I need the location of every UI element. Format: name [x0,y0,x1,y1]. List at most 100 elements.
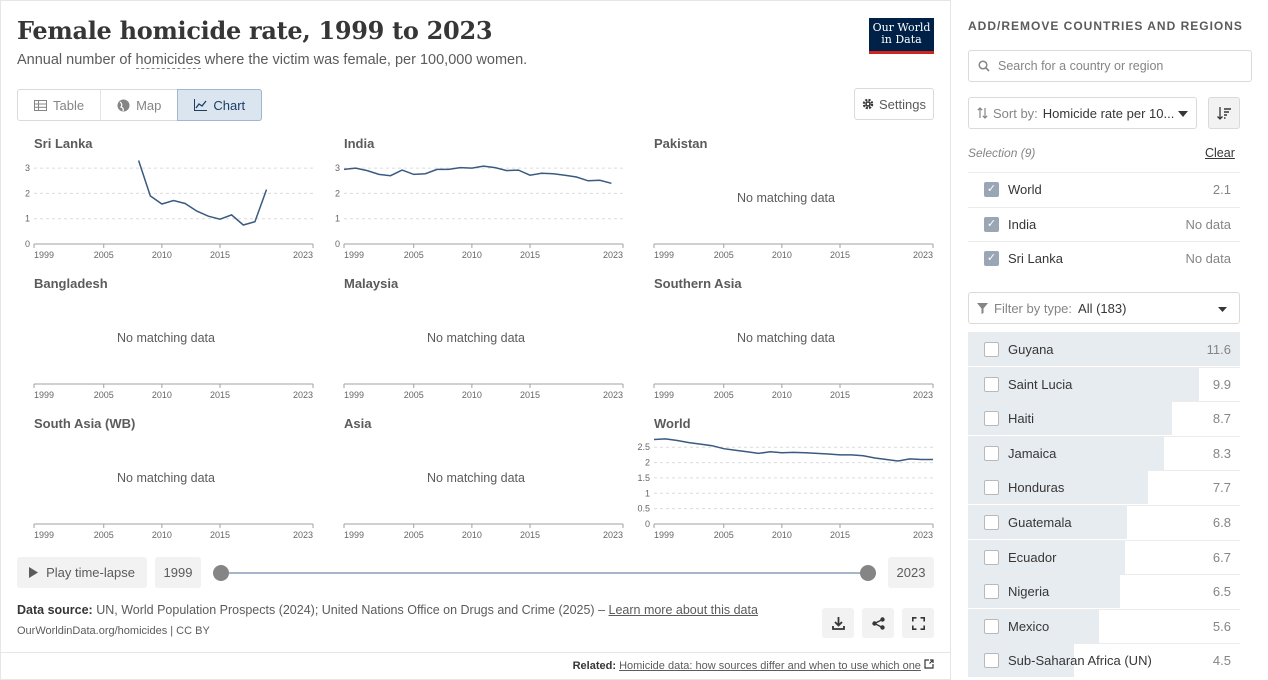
entity-value: 9.9 [1212,376,1231,392]
line-chart-icon [194,99,208,111]
entity-value: 7.7 [1212,480,1231,496]
filter-dropdown[interactable]: Filter by type: All (183) [968,292,1240,324]
y-tick-label: 1 [335,214,340,224]
facet-panel: Malaysia 1999 2005 2010 2015 2023 No matching … [327,276,625,406]
y-tick-label: 2 [645,458,650,468]
globe-icon [117,99,130,111]
x-tick-label: 2005 [94,250,114,260]
x-tick-label: 2005 [714,250,734,260]
entity-row[interactable]: Jamaica 8.3 [968,435,1240,470]
related-link[interactable]: Homicide data: how sources differ and wh… [619,660,921,672]
x-tick-label: 2005 [404,530,424,540]
end-year-handle[interactable] [860,565,876,581]
facet-panel: South Asia (WB) 1999 2005 2010 2015 2023 No ma… [17,416,315,546]
entity-row[interactable]: Nigeria 6.5 [968,574,1240,609]
sort-label: Sort by: [993,105,1038,121]
x-tick-label: 2010 [772,390,792,400]
entity-checkbox[interactable] [984,515,999,530]
x-tick-label: 2005 [94,530,114,540]
entity-checkbox[interactable]: ✓ [984,216,999,232]
x-tick-label: 1999 [344,530,364,540]
entity-row[interactable]: Guyana 11.6 [968,332,1240,366]
entity-row[interactable]: Saint Lucia 9.9 [968,366,1240,401]
chevron-down-icon [1178,111,1188,117]
entity-checkbox[interactable] [984,376,999,392]
entity-checkbox[interactable]: ✓ [984,182,999,197]
x-tick-label: 2023 [603,250,623,260]
x-tick-label: 1999 [34,250,54,260]
entity-name: Haiti [1008,411,1035,427]
facet-panel: Southern Asia 1999 2005 2010 2015 2023 No matc… [637,276,935,406]
entity-row[interactable]: Honduras 7.7 [968,470,1240,505]
chart-title: Female homicide rate, 1999 to 2023 [17,16,493,45]
facet-plot: 1999 2005 2010 2015 2023 [653,383,934,400]
entity-row[interactable]: Ecuador 6.7 [968,539,1240,574]
entity-checkbox[interactable] [984,549,999,565]
entity-name: Sub-Saharan Africa (UN) [1008,653,1152,669]
subtitle-post: where the victim was female, per 100,000… [200,52,528,68]
owid-logo[interactable]: Our World in Data [869,18,934,54]
sort-direction-button[interactable] [1208,97,1240,129]
entity-row[interactable]: Guatemala 6.8 [968,505,1240,539]
download-button[interactable] [822,608,854,638]
x-tick-label: 2015 [520,390,540,400]
play-timelapse-button[interactable]: Play time-lapse [17,557,147,588]
entity-checkbox[interactable]: ✓ [984,251,999,266]
settings-button[interactable]: Settings [854,88,934,120]
x-tick-label: 2005 [94,390,114,400]
y-tick-label: 2 [335,188,340,198]
clear-selection-button[interactable]: Clear [1205,146,1235,160]
x-tick-label: 2010 [152,390,172,400]
series-line [653,438,933,462]
x-tick-label: 2015 [210,390,230,400]
facet-title: Southern Asia [654,276,742,291]
share-button[interactable] [862,608,894,638]
entity-row[interactable]: Haiti 8.7 [968,401,1240,436]
search-placeholder: Search for a country or region [998,59,1164,73]
x-tick-label: 2010 [152,250,172,260]
sort-arrows-icon [977,107,988,119]
learn-more-link[interactable]: Learn more about this data [608,603,758,617]
facet-title: Sri Lanka [34,136,93,151]
tab-map[interactable]: Map [101,90,179,120]
selected-entity-row[interactable]: ✓ India No data [968,206,1240,241]
entity-checkbox[interactable] [984,445,999,461]
facet-plot: 1999 2005 2010 2015 2023 0 1 2 3 [335,163,624,260]
search-input[interactable]: Search for a country or region [968,50,1252,82]
related-article: Related: Homicide data: how sources diff… [573,659,934,672]
x-tick-label: 2010 [462,530,482,540]
no-data-message: No matching data [427,331,525,345]
facet-title: Malaysia [344,276,399,291]
entity-checkbox[interactable] [984,342,999,357]
end-year-label: 2023 [888,557,934,588]
series-line [137,160,268,226]
entity-value: 5.6 [1212,618,1231,634]
selected-entity-row[interactable]: ✓ Sri Lanka No data [968,241,1240,275]
selected-entity-row[interactable]: ✓ World 2.1 [968,172,1240,206]
entity-row[interactable]: Sub-Saharan Africa (UN) 4.5 [968,643,1240,678]
entity-value: 2.1 [1212,182,1231,197]
fullscreen-button[interactable] [902,608,934,638]
x-tick-label: 2010 [772,530,792,540]
entity-checkbox[interactable] [984,411,999,427]
y-tick-label: 0 [645,519,650,529]
entity-checkbox[interactable] [984,480,999,496]
sort-dropdown[interactable]: Sort by: Homicide rate per 10... [968,97,1197,129]
tab-chart[interactable]: Chart [177,89,263,121]
entity-checkbox[interactable] [984,618,999,634]
entity-name: Honduras [1008,480,1065,496]
entity-checkbox[interactable] [984,653,999,669]
entity-value: 6.5 [1212,584,1231,600]
homicides-link[interactable]: homicides [135,52,201,69]
no-data-message: No matching data [427,471,525,485]
y-tick-label: 2.5 [637,442,650,452]
selection-count: Selection (9) [968,146,1036,160]
tab-chart-label: Chart [213,97,246,113]
timeline-slider[interactable] [221,572,868,574]
entity-checkbox[interactable] [984,584,999,600]
entity-value: 11.6 [1206,342,1231,357]
start-year-handle[interactable] [213,565,229,581]
tab-table[interactable]: Table [18,90,102,120]
entity-row[interactable]: Mexico 5.6 [968,608,1240,643]
x-tick-label: 2005 [714,530,734,540]
